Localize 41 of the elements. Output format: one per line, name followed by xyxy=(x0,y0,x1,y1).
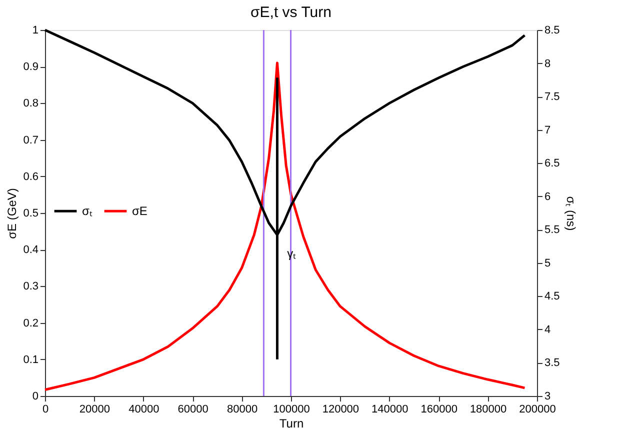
y2-tick-label: 8.5 xyxy=(544,24,560,36)
x-tick-label: 120000 xyxy=(322,404,360,416)
x-tick-label: 60000 xyxy=(178,404,208,416)
x-tick-label: 20000 xyxy=(79,404,110,416)
y2-tick-label: 5.5 xyxy=(544,224,560,236)
y2-tick-label: 4 xyxy=(544,324,551,336)
y2-tick-label: 7.5 xyxy=(544,91,560,104)
x-tick-label: 100000 xyxy=(273,404,310,416)
legend-label: σE xyxy=(132,204,148,218)
y2-axis-title: σₜ (ns) xyxy=(564,196,578,231)
legend-label: σₜ xyxy=(82,204,92,218)
y-tick-label: 0.2 xyxy=(23,317,38,330)
y-tick-label: 0.6 xyxy=(23,170,38,183)
y-tick-label: 0.7 xyxy=(23,134,38,146)
y2-tick-label: 7 xyxy=(544,124,551,136)
y2-tick-label: 6 xyxy=(544,190,551,203)
y2-tick-label: 6.5 xyxy=(544,158,560,170)
y-tick-label: 0.1 xyxy=(23,354,38,366)
y2-tick-label: 5 xyxy=(544,257,551,270)
x-axis-title: Turn xyxy=(279,416,304,430)
y2-tick-label: 3.5 xyxy=(544,357,560,370)
y-tick-label: 0.4 xyxy=(23,244,38,256)
y-tick-label: 0.5 xyxy=(23,208,38,220)
y-axis-title: σE (GeV) xyxy=(5,188,20,239)
x-tick-label: 80000 xyxy=(227,404,258,416)
chart-title: σE,t vs Turn xyxy=(250,4,332,21)
x-tick-label: 160000 xyxy=(420,404,458,416)
y-tick-label: 0.3 xyxy=(23,280,38,293)
x-tick-label: 140000 xyxy=(372,404,408,416)
y2-tick-label: 3 xyxy=(544,390,551,402)
line-series xyxy=(44,62,526,392)
x-tick-label: 200000 xyxy=(519,404,556,416)
y-tick-label: 0.8 xyxy=(23,98,38,110)
y-tick-label: 0.9 xyxy=(23,61,38,74)
x-tick-label: 180000 xyxy=(470,404,507,416)
y2-tick-label: 4.5 xyxy=(544,290,560,303)
y2-tick-label: 8 xyxy=(544,58,551,70)
y-tick-label: 1 xyxy=(32,24,38,36)
x-tick-label: 0 xyxy=(42,404,49,416)
x-tick-label: 40000 xyxy=(128,404,160,416)
y-tick-label: 0 xyxy=(32,390,38,402)
